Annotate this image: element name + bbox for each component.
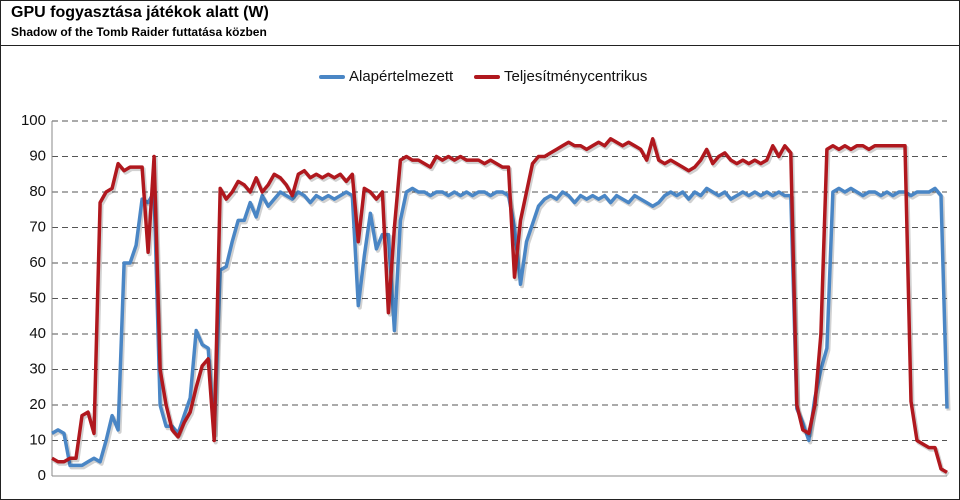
y-tick-label: 0 [38, 467, 46, 484]
y-tick-label: 30 [29, 360, 46, 377]
y-tick-label: 70 [29, 218, 46, 235]
y-tick-label: 90 [29, 147, 46, 164]
y-tick-label: 60 [29, 254, 46, 271]
legend-label: Teljesítménycentrikus [504, 68, 647, 85]
y-tick-label: 40 [29, 325, 46, 342]
y-tick-label: 80 [29, 183, 46, 200]
chart-subtitle: Shadow of the Tomb Raider futtatása közb… [11, 25, 267, 39]
y-tick-label: 10 [29, 431, 46, 448]
series-line [51, 137, 948, 474]
y-tick-label: 50 [29, 289, 46, 306]
header: GPU fogyasztása játékok alatt (W) Shadow… [1, 1, 959, 46]
legend-label: Alapértelmezett [349, 68, 454, 85]
y-tick-label: 100 [21, 112, 46, 129]
y-tick-label: 20 [29, 396, 46, 413]
chart-title: GPU fogyasztása játékok alatt (W) [11, 4, 269, 21]
